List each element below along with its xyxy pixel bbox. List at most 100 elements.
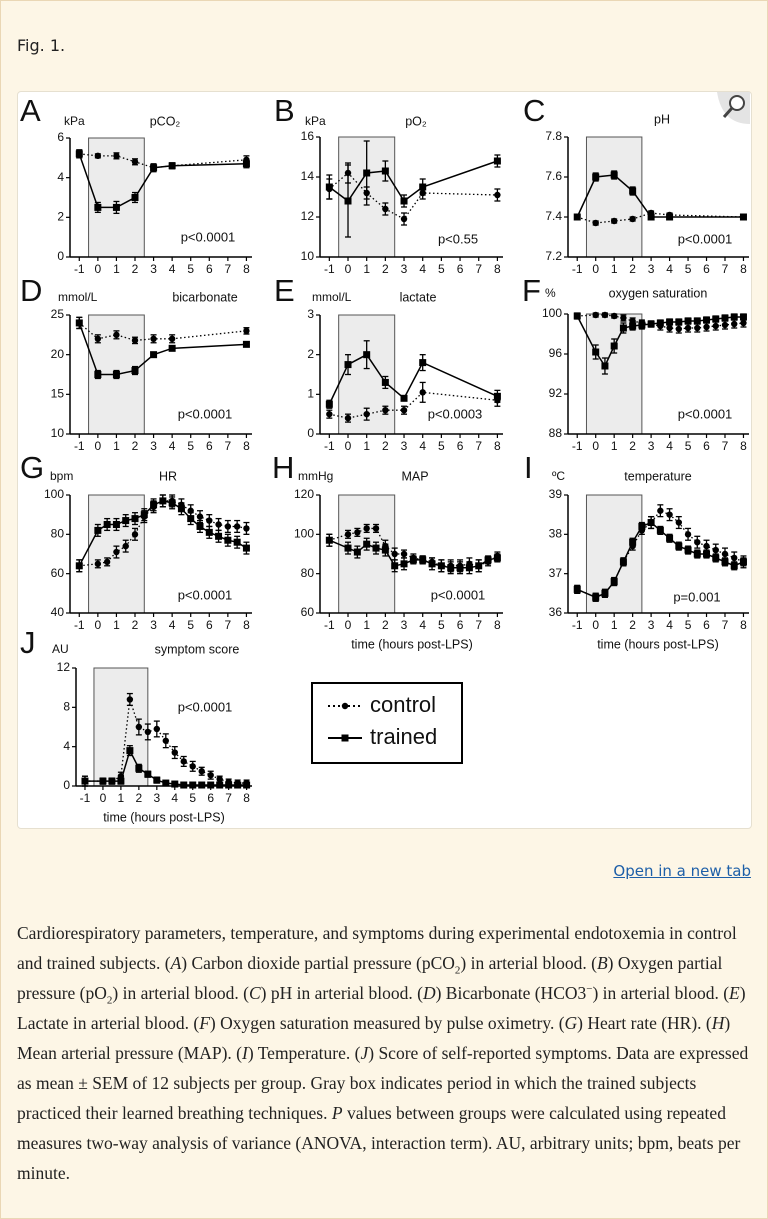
data-point (224, 536, 232, 544)
data-point (363, 169, 371, 177)
caption-run: ) Oxygen partial pressure (pO (17, 953, 723, 1003)
x-tick-label: 7 (225, 618, 232, 632)
x-tick-label: 3 (648, 618, 655, 632)
chart-panel: 10 15 20 25 -1 0 1 2 3 4 5 6 7 8 D mmol/L bicarbonate p<0… (20, 273, 252, 453)
zoom-icon[interactable] (717, 92, 750, 124)
data-point (187, 515, 195, 523)
x-tick-label: 3 (401, 439, 408, 453)
y-tick-label: 96 (549, 346, 563, 360)
data-point (150, 335, 157, 342)
data-point (675, 325, 683, 333)
caption-run: ) Bicarbonate (HCO3 (435, 983, 587, 1003)
legend-label: control (370, 692, 436, 717)
data-point (656, 319, 664, 327)
data-point (629, 187, 637, 195)
legend-box (311, 682, 463, 764)
y-tick-label: 10 (51, 426, 65, 440)
panel-letter: E (274, 273, 295, 308)
chart-title: symptom score (155, 642, 240, 656)
panel-letter: J (20, 625, 36, 660)
data-point (592, 311, 599, 319)
data-point (162, 779, 170, 787)
x-tick-label: 7 (722, 439, 729, 453)
y-tick-label: 12 (57, 660, 71, 674)
data-point (131, 531, 139, 538)
y-tick-label: 60 (51, 566, 65, 580)
x-tick-label: 2 (629, 618, 636, 632)
x-tick-label: 2 (136, 791, 143, 805)
x-tick-label: 4 (171, 791, 178, 805)
data-point (372, 544, 380, 552)
y-tick-label: 0 (307, 426, 314, 440)
data-point (140, 511, 148, 519)
data-point (168, 335, 176, 342)
data-point (381, 546, 389, 554)
x-tick-label: 7 (722, 262, 729, 276)
x-tick-label: 8 (740, 262, 747, 276)
series-line (577, 314, 744, 330)
data-point (400, 215, 408, 223)
data-point (610, 342, 618, 350)
data-point (112, 203, 120, 211)
data-point (180, 758, 187, 765)
data-point (103, 521, 111, 528)
data-point (122, 517, 130, 525)
data-point (233, 523, 241, 530)
y-tick-label: 100 (542, 306, 562, 320)
x-tick-label: 2 (629, 439, 636, 453)
data-point (196, 522, 204, 530)
data-point (694, 539, 701, 546)
data-point (629, 538, 637, 546)
data-point (150, 351, 158, 359)
data-point (629, 215, 636, 223)
x-tick-label: 2 (382, 439, 389, 453)
data-point (693, 317, 701, 325)
data-point (94, 371, 102, 378)
caption-run: values between groups were calculated us… (17, 1103, 741, 1183)
data-point (198, 781, 206, 789)
data-point (372, 525, 380, 532)
open-new-tab-link[interactable]: Open in a new tab (613, 862, 751, 880)
data-point (363, 525, 370, 532)
chart-panel: 36 37 38 39 -1 0 1 2 3 4 5 6 7 8 I ºC temperature p=0.001… (524, 450, 749, 651)
y-tick-label: 4 (57, 170, 64, 184)
y-axis-unit: mmHg (298, 469, 333, 483)
y-tick-label: 88 (549, 426, 563, 440)
x-tick-label: -1 (324, 262, 335, 276)
x-tick-label: 1 (363, 439, 370, 453)
data-point (344, 414, 352, 422)
x-tick-label: 4 (169, 262, 176, 276)
data-point (619, 324, 627, 332)
x-tick-label: 0 (345, 618, 352, 632)
x-tick-label: 8 (243, 791, 250, 805)
chart-title: bicarbonate (172, 290, 237, 304)
x-tick-label: 6 (206, 618, 213, 632)
data-point (638, 522, 646, 530)
data-point (243, 327, 250, 335)
data-point (126, 696, 134, 703)
data-point (610, 171, 618, 179)
data-point (344, 361, 352, 369)
data-point (205, 528, 213, 536)
caption-run: 2 (454, 964, 461, 977)
data-point (126, 747, 134, 755)
x-tick-label: 2 (382, 618, 389, 632)
data-point (216, 775, 223, 783)
data-point (325, 400, 333, 408)
data-point (739, 313, 747, 321)
caption-run: ) Score of self-reported symptoms. Data … (17, 1043, 749, 1123)
x-tick-label: 5 (438, 618, 445, 632)
p-value-annotation: p=0.001 (673, 589, 720, 604)
legend-entry: trained (328, 724, 437, 749)
y-axis-unit: ºC (552, 469, 565, 483)
data-point (344, 531, 352, 538)
chart-title: HR (159, 469, 177, 483)
caption-run: ) in arterial blood. ( (460, 953, 597, 973)
x-tick-label: 1 (118, 791, 125, 805)
x-tick-label: 2 (132, 439, 139, 453)
data-point (465, 564, 473, 572)
x-tick-label: 2 (382, 262, 389, 276)
x-tick-label: 6 (207, 791, 214, 805)
data-point (730, 562, 738, 570)
